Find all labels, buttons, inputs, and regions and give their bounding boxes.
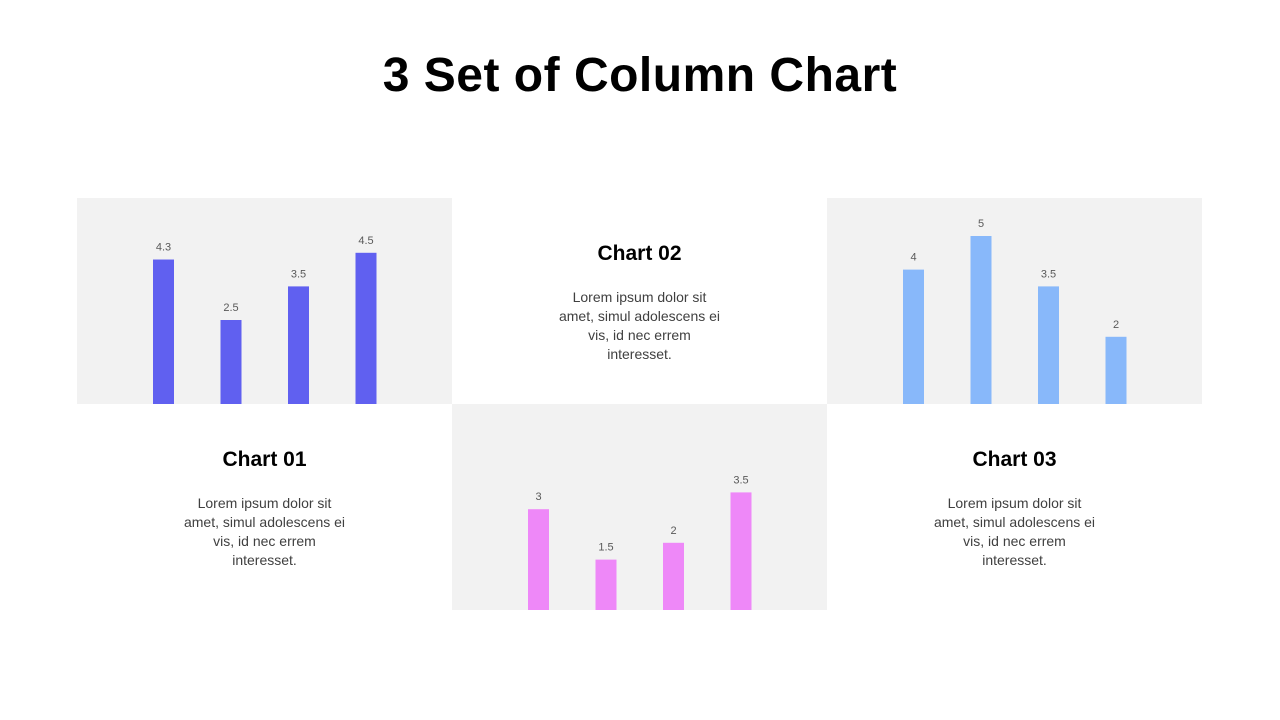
chart-02-title: Chart 02 (597, 242, 682, 265)
chart-03-bar (970, 236, 992, 404)
chart-03-plot: 453.52 (903, 218, 1127, 404)
chart-03-text: Chart 03 Lorem ipsum dolor sit amet, sim… (827, 448, 1202, 570)
chart-02-bar (663, 542, 684, 610)
chart-02-data-label: 3.5 (733, 474, 748, 486)
chart-03-bar (903, 269, 924, 404)
chart-01-plot: 4.3 2.5 3.5 4.5 (153, 235, 377, 404)
chart-01-description: Lorem ipsum dolor sit amet, simul adoles… (183, 495, 346, 568)
chart-03-panel: 4 5 3.5 2 (827, 198, 1202, 404)
chart-02-data-label: 3 (535, 491, 541, 503)
chart-01-data-label: 2.5 (223, 302, 238, 314)
chart-02-bar (528, 509, 549, 610)
chart-03-bar (1038, 286, 1059, 404)
chart-01-text: Chart 01 Lorem ipsum dolor sit amet, sim… (77, 448, 452, 570)
chart-01-data-label: 4.3 (156, 242, 171, 254)
chart-01-panel: 4.3 2.5 3.5 4.5 (77, 198, 452, 404)
chart-01-data-label: 3.5 (291, 268, 306, 280)
chart-01-bar (355, 252, 377, 404)
chart-01-bar (220, 320, 242, 404)
chart-01-data-label: 4.5 (358, 235, 373, 247)
chart-02-bar (595, 559, 617, 610)
chart-02-text: Chart 02 Lorem ipsum dolor sit amet, sim… (452, 242, 827, 364)
chart-02-bar (730, 492, 752, 610)
chart-02-panel: 3 1.5 2 3.5 (452, 404, 827, 610)
chart-03-description: Lorem ipsum dolor sit amet, simul adoles… (933, 495, 1096, 568)
chart-03-data-label: 3.5 (1041, 268, 1056, 280)
chart-01-title: Chart 01 (222, 448, 307, 471)
chart-03-data-label: 2 (1113, 319, 1119, 331)
chart-03-title: Chart 03 (972, 448, 1057, 471)
chart-02-plot: 3 1.5 2 3.5 (528, 474, 752, 610)
chart-03-data-label: 5 (978, 218, 984, 230)
chart-01-bar (288, 286, 309, 404)
chart-02-data-label: 2 (670, 525, 676, 537)
chart-01-bar (153, 259, 174, 404)
chart-02-description: Lorem ipsum dolor sit amet, simul adoles… (558, 289, 721, 362)
page-title: 3 Set of Column Chart (382, 49, 898, 102)
chart-03-data-label: 4 (910, 252, 916, 264)
chart-03-bar (1105, 336, 1127, 404)
chart-02-data-label: 1.5 (598, 542, 613, 554)
